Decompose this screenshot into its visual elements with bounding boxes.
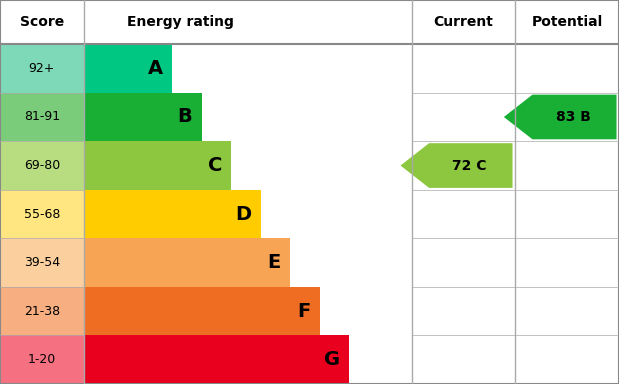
Text: C: C — [207, 156, 222, 175]
Text: Score: Score — [20, 15, 64, 29]
Bar — [84, 336, 349, 384]
Text: Potential: Potential — [531, 15, 603, 29]
Bar — [0, 190, 84, 238]
Text: 92+: 92+ — [28, 62, 55, 75]
Text: 1-20: 1-20 — [28, 353, 56, 366]
Polygon shape — [400, 143, 513, 188]
Polygon shape — [504, 94, 617, 139]
Bar — [84, 287, 320, 336]
Text: E: E — [267, 253, 281, 272]
Text: G: G — [324, 350, 340, 369]
Bar — [84, 93, 202, 141]
Text: 72 C: 72 C — [452, 159, 487, 172]
Text: 81-91: 81-91 — [24, 111, 60, 124]
Text: 39-54: 39-54 — [24, 256, 60, 269]
Text: 83 B: 83 B — [556, 110, 591, 124]
Bar — [0, 141, 84, 190]
Text: Current: Current — [433, 15, 493, 29]
Text: 55-68: 55-68 — [24, 208, 60, 220]
Bar — [0, 238, 84, 287]
Text: B: B — [178, 108, 193, 126]
Text: A: A — [148, 59, 163, 78]
Bar — [84, 44, 172, 93]
Bar — [0, 93, 84, 141]
Bar — [0, 44, 84, 93]
Text: 69-80: 69-80 — [24, 159, 60, 172]
Bar — [0, 287, 84, 336]
Bar — [0, 336, 84, 384]
Bar — [84, 141, 232, 190]
Bar — [84, 190, 261, 238]
Text: D: D — [235, 205, 251, 223]
Text: F: F — [297, 302, 311, 321]
Text: Energy rating: Energy rating — [127, 15, 234, 29]
Bar — [84, 238, 290, 287]
Text: 21-38: 21-38 — [24, 305, 60, 318]
